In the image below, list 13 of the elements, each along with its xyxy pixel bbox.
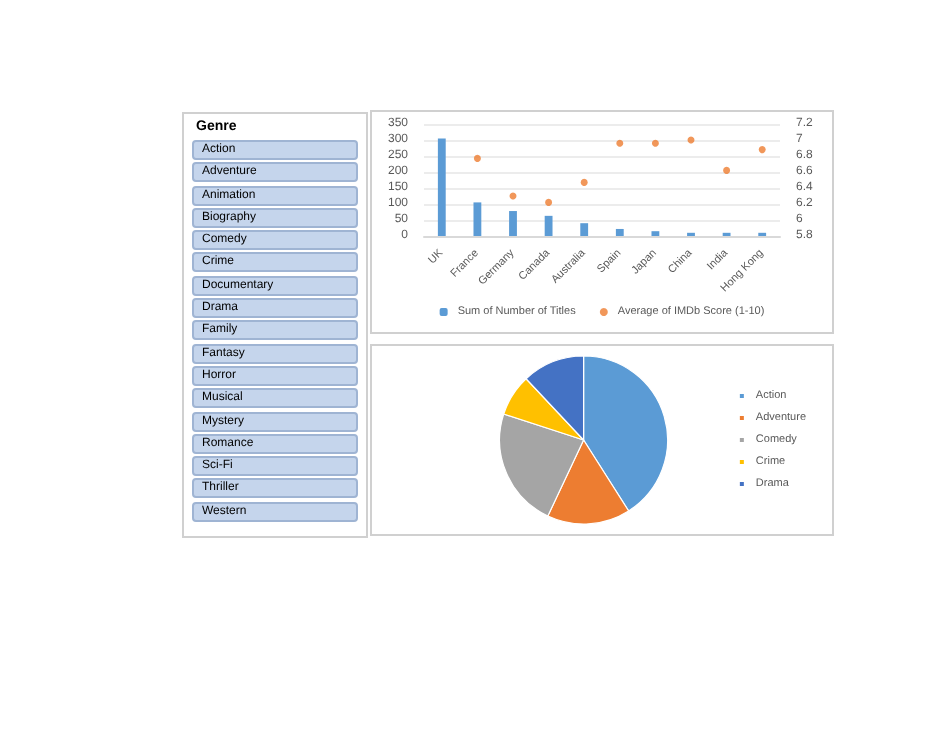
point	[545, 198, 553, 206]
point	[580, 178, 588, 186]
bar	[615, 228, 624, 236]
bar	[580, 223, 589, 236]
point	[723, 166, 731, 174]
bar	[473, 202, 482, 236]
bar	[544, 215, 553, 236]
point	[758, 146, 766, 154]
point	[651, 139, 659, 147]
bar	[509, 211, 517, 236]
point	[473, 154, 481, 162]
point	[616, 139, 624, 147]
bar	[437, 138, 446, 236]
